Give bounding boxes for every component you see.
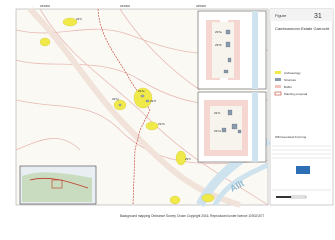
grid-label: 265000 <box>196 4 206 8</box>
legend-item: Planting proposal <box>284 92 308 96</box>
grid-label: 263000 <box>40 4 50 8</box>
site-label: 297e <box>138 89 145 93</box>
footer-credit: Background mapping Ordnance Survey Crown… <box>120 214 264 218</box>
legend-item: Buffer <box>284 85 292 89</box>
side-panel: Figure 31 Cambusmoon Estate Garrocht Arc… <box>269 8 334 206</box>
site-label: 297i <box>185 157 191 161</box>
site-label: 297j <box>76 17 82 21</box>
site-label: 297a <box>215 30 222 34</box>
figure-title: Cambusmoon Estate Garrocht <box>275 26 330 31</box>
grid-label: 264000 <box>120 4 130 8</box>
legend-item: Structure <box>284 78 297 82</box>
site-label: 297d <box>214 129 221 133</box>
site-label: 297c <box>214 111 221 115</box>
detail-inset: 297a 297b <box>197 10 267 90</box>
legend-item: Archaeology <box>284 71 301 75</box>
detail-inset: 297c 297d <box>197 91 267 163</box>
overview-inset <box>19 165 97 205</box>
site-label: 297h <box>158 122 165 126</box>
site-label: 297b <box>215 43 222 47</box>
site-label: 297f <box>150 99 156 103</box>
site-name: W8 Greenland Forming <box>275 135 307 139</box>
figure-label: Figure <box>275 13 287 18</box>
figure-number: 31 <box>314 13 322 20</box>
site-label: 297g <box>112 97 119 101</box>
